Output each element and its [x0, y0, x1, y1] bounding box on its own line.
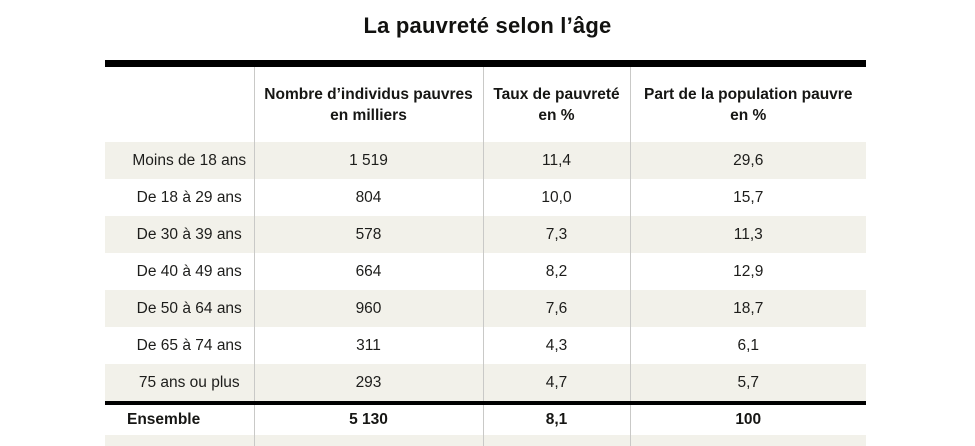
table-row: De 50 à 64 ans 960 7,6 18,7 — [105, 290, 866, 327]
taux-cell: 4,7 — [482, 364, 630, 403]
part-cell: 12,9 — [629, 253, 866, 290]
table-row: 75 ans ou plus 293 4,7 5,7 — [105, 364, 866, 403]
header-nombre-line1: Nombre d’individus pauvres — [264, 85, 473, 103]
header-empty-cell — [105, 67, 254, 142]
age-label: De 65 à 74 ans — [136, 336, 242, 354]
part-cell: 5,7 — [629, 364, 866, 403]
nombre-cell: 804 — [253, 179, 483, 216]
nombre-cell: 960 — [253, 290, 483, 327]
header-taux: Taux de pauvreté en % — [482, 67, 630, 142]
age-label: Moins de 18 ans — [105, 142, 254, 179]
part-cell: 18,7 — [629, 290, 866, 327]
header-nombre-line2: en milliers — [330, 106, 407, 124]
header-part-line2: en % — [730, 106, 767, 124]
page-title: La pauvreté selon l’âge — [363, 13, 612, 38]
age-label: De 50 à 64 ans — [105, 290, 254, 327]
header-nombre: Nombre d’individus pauvres en milliers — [253, 67, 483, 142]
poverty-table-container: Nombre d’individus pauvres en milliers T… — [105, 60, 866, 446]
age-label: 75 ans ou plus — [105, 364, 254, 403]
header-row: Nombre d’individus pauvres en milliers T… — [105, 67, 866, 142]
title-area: La pauvreté selon l’âge — [0, 0, 975, 60]
total-nombre-cell: 5 130 — [253, 401, 483, 435]
total-part-cell: 100 — [629, 401, 866, 435]
poverty-table: Nombre d’individus pauvres en milliers T… — [105, 67, 866, 446]
header-taux-line2: en % — [538, 106, 575, 124]
taux-cell: 4,3 — [482, 327, 630, 364]
total-row: Ensemble 5 130 8,1 100 — [105, 401, 866, 435]
header-part: Part de la population pauvre en % — [629, 67, 866, 142]
nombre-cell: 293 — [253, 364, 483, 403]
taux-cell: 7,6 — [482, 290, 630, 327]
header-part-line1: Part de la population pauvre — [644, 85, 853, 103]
taux-cell: 8,2 — [482, 253, 630, 290]
table-row: De 18 à 29 ans 804 10,0 15,7 — [105, 179, 866, 216]
part-cell: 15,7 — [629, 179, 866, 216]
nombre-cell: 578 — [253, 216, 483, 253]
nombre-cell: 664 — [253, 253, 483, 290]
table-row: De 30 à 39 ans 578 7,3 11,3 — [105, 216, 866, 253]
taux-cell: 11,4 — [482, 142, 630, 179]
age-label: De 40 à 49 ans — [136, 262, 242, 280]
part-cell: 6,1 — [629, 327, 866, 364]
table-row: Moins de 18 ans 1 519 11,4 29,6 — [105, 142, 866, 179]
taux-cell: 7,3 — [482, 216, 630, 253]
nombre-cell: 311 — [253, 327, 483, 364]
age-label: De 30 à 39 ans — [105, 216, 254, 253]
part-cell: 29,6 — [629, 142, 866, 179]
age-label: De 18 à 29 ans — [136, 188, 242, 206]
nombre-cell: 1 519 — [253, 142, 483, 179]
partial-clipped-row — [105, 435, 866, 446]
header-taux-line1: Taux de pauvreté — [493, 85, 620, 103]
taux-cell: 10,0 — [482, 179, 630, 216]
table-row: De 65 à 74 ans 311 4,3 6,1 — [105, 327, 866, 364]
total-taux-cell: 8,1 — [482, 401, 630, 435]
table-row: De 40 à 49 ans 664 8,2 12,9 — [105, 253, 866, 290]
total-label: Ensemble — [105, 401, 254, 435]
part-cell: 11,3 — [629, 216, 866, 253]
